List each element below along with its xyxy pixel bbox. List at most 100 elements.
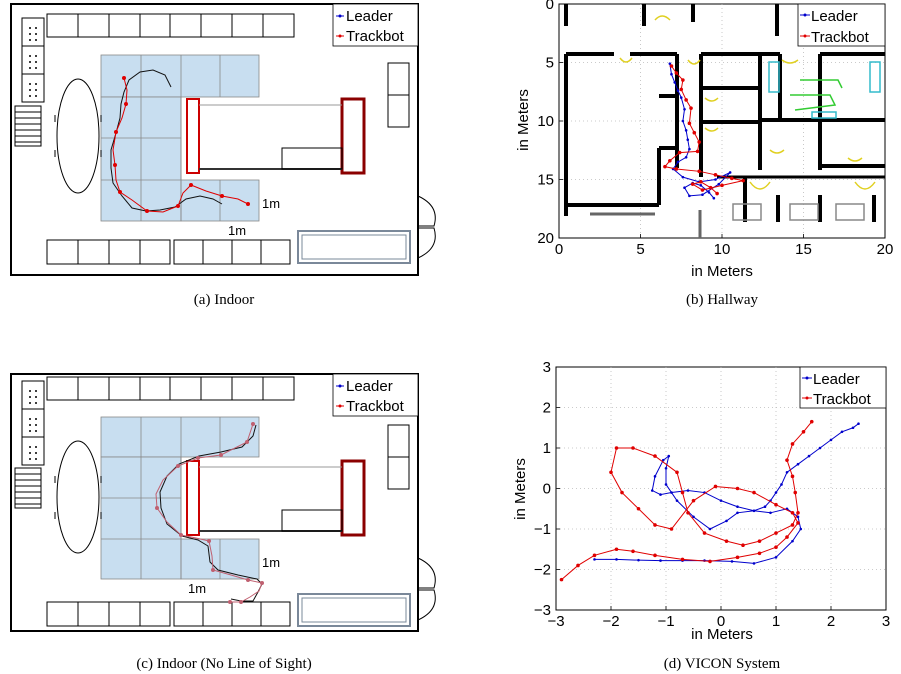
legend-d-leader: Leader <box>813 371 860 388</box>
vicon-trackbot-point <box>559 577 564 582</box>
vicon-x-tick-label: 2 <box>827 613 835 630</box>
vicon-trackbot-point <box>724 539 729 543</box>
hallway-leader-point <box>728 171 732 174</box>
hallway-leader-point <box>668 62 672 65</box>
hallway-leader-point <box>679 96 683 99</box>
hallway-trackbot-point <box>741 178 745 183</box>
vicon-trackbot-point <box>801 430 806 434</box>
hallway-trackbot-point <box>677 150 682 155</box>
hallway-y-tick-label: 15 <box>537 172 554 189</box>
vicon-y-ticks: 3 2 1 0 −1 −2 −3 <box>534 359 560 619</box>
hallway-y-tick-label: 5 <box>546 55 554 72</box>
indoor-c-trackbot-path <box>155 423 263 603</box>
hallway-trackbot-point <box>715 191 719 196</box>
hallway-leader-point <box>707 191 711 194</box>
vicon-trackbot-point <box>735 486 740 491</box>
vicon-leader-point <box>840 430 844 434</box>
vicon-leader-point <box>818 446 822 450</box>
vicon-leader-point <box>593 558 596 561</box>
vicon-x-tick-label: 0 <box>717 613 725 630</box>
hallway-leader-point <box>684 129 688 132</box>
vicon-trackbot-point <box>793 490 798 495</box>
vicon-trackbot-point <box>785 535 789 539</box>
vicon-leader-point <box>799 527 803 531</box>
legend-a: Leader Trackbot <box>332 3 419 47</box>
hallway-leader-point <box>688 147 691 151</box>
hallway-restroom <box>768 61 881 119</box>
hallway-x-tick-label: 0 <box>555 241 563 258</box>
vicon-leader-point <box>650 489 654 492</box>
vicon-trackbot-point <box>790 523 795 527</box>
hallway-trackbot-point <box>692 130 697 135</box>
vicon-trackbot-point <box>680 490 685 495</box>
vicon-trackbot-point <box>620 490 624 495</box>
vicon-leader-point <box>796 515 800 519</box>
vicon-leader-point <box>664 483 668 486</box>
legend-b: Leader Trackbot <box>797 3 886 47</box>
vicon-x-tick-label: 1 <box>772 613 780 630</box>
vicon-leader-point <box>664 466 668 470</box>
vicon-leader-point <box>774 556 778 559</box>
indoor-a-leader-path <box>110 69 223 212</box>
vicon-y-tick-label: 3 <box>543 359 551 376</box>
vicon-trackbot-point <box>796 521 800 525</box>
hallway-leader-point <box>683 186 686 189</box>
vicon-leader-series <box>593 422 860 565</box>
hallway-trackbot-point <box>699 180 703 184</box>
hallway-x-tick-label: 5 <box>636 241 644 258</box>
vicon-trackbot-point <box>809 419 814 424</box>
hallway-leader-point <box>673 81 677 84</box>
vicon-trackbot-point <box>680 557 685 562</box>
hallway-leader-point <box>699 184 703 187</box>
vicon-trackbot-point <box>686 511 690 515</box>
scale-label-y: 1m <box>228 223 246 238</box>
hallway-x-tick-label: 20 <box>877 241 894 258</box>
vicon-leader-point <box>791 539 794 543</box>
hallway-trackbot-point <box>690 182 695 186</box>
vicon-leader-point <box>659 559 662 562</box>
caption-b: (b) Hallway <box>686 292 759 308</box>
hallway-trackbot-point <box>668 158 672 163</box>
vicon-leader-point <box>796 462 800 466</box>
hallway-trackbot-point <box>663 164 667 169</box>
hallway-doors <box>619 15 876 190</box>
vicon-x-tick-label: 3 <box>882 613 890 630</box>
vicon-leader-point <box>667 454 671 458</box>
vicon-trackbot-point <box>631 446 635 450</box>
hallway-trackbot-point <box>687 121 692 126</box>
hallway-trackbot-point <box>684 98 688 102</box>
hallway-leader-point <box>676 160 680 164</box>
vicon-trackbot-point <box>653 553 657 558</box>
vicon-trackbot-point <box>757 539 762 543</box>
hallway-floorplan <box>564 4 885 238</box>
vicon-y-tick-label: 1 <box>543 440 551 457</box>
vicon-trackbot-point <box>614 446 619 450</box>
vicon-y-tick-label: 0 <box>543 481 551 498</box>
hallway-y-tick-label: 10 <box>537 113 554 130</box>
hallway-leader-series <box>668 62 732 200</box>
vicon-trackbot-point <box>631 549 635 554</box>
legend-a-leader: Leader <box>346 8 393 25</box>
hallway-trackbot-point <box>720 183 724 188</box>
vicon-leader-point <box>692 515 695 519</box>
legend-c: Leader Trackbot <box>332 373 419 417</box>
hallway-trackbot-point <box>679 87 684 92</box>
vicon-trackbot-point <box>774 502 778 507</box>
vicon-trackbot-point <box>735 555 740 560</box>
hallway-trackbot-point <box>669 64 674 68</box>
hallway-trackbot-point <box>697 140 701 144</box>
hallway-trackbot-series <box>663 64 745 196</box>
panel-vicon-d: −3 −2 −1 0 1 2 3 3 2 1 0 −1 −2 −3 in Meters in Meter… <box>512 359 890 672</box>
vicon-leader-point <box>637 558 640 562</box>
indoor-a-markers <box>113 76 250 213</box>
vicon-leader-point <box>857 422 860 426</box>
hallway-stalls <box>732 203 865 221</box>
vicon-leader-point <box>686 489 690 492</box>
vicon-trackbot-point <box>675 470 679 475</box>
scale-label-x: 1m <box>262 196 280 211</box>
vicon-leader-point <box>780 483 783 486</box>
vicon-x-tick-label: −1 <box>657 613 674 630</box>
vicon-trackbot-point <box>790 474 795 479</box>
scale-label-x-c: 1m <box>262 555 280 570</box>
